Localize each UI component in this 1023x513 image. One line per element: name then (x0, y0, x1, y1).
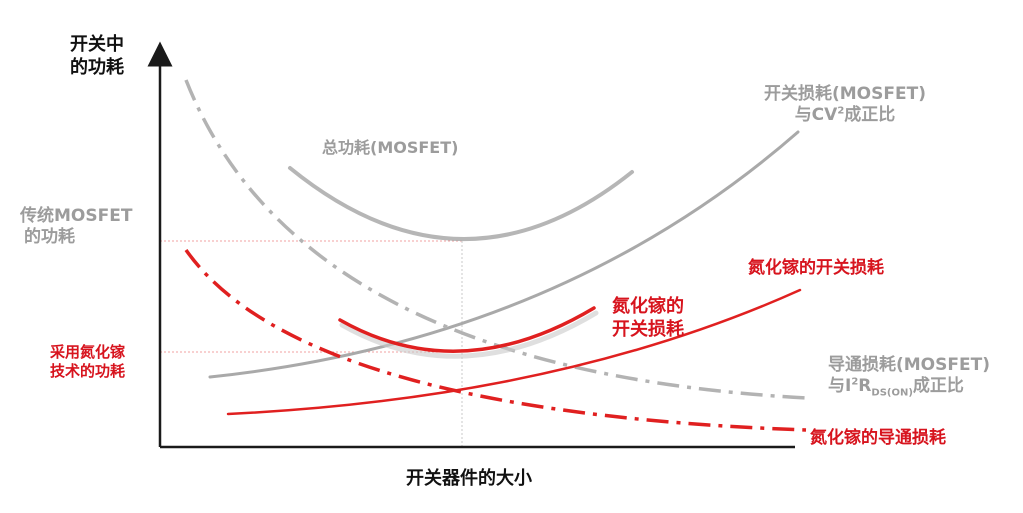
conduction-loss-mosfet-curve (184, 79, 807, 400)
conduction-loss-mosfet-label: 导通损耗(MOSFET) 与I2RDS(ON)成正比 (828, 355, 990, 400)
traditional-mosfet-power-label: 传统MOSFET 的功耗 (20, 206, 132, 249)
gan-tech-power-label: 采用氮化镓 技术的功耗 (50, 343, 125, 381)
x-axis-label: 开关器件的大小 (406, 468, 532, 489)
y-axis-label-line2: 的功耗 (70, 56, 124, 78)
gan-total-label-line1: 氮化镓的 (612, 296, 684, 317)
gan-tech-label-line2: 技术的功耗 (50, 361, 126, 380)
gan-switching-loss-curve (226, 288, 802, 416)
gan-conduction-loss-curve (184, 248, 807, 432)
gan-total-loss-curve (338, 306, 596, 353)
switching-loss-mosfet-label: 开关损耗(MOSFET) 与CV2成正比 (764, 84, 926, 127)
switching-mosfet-label-line2: 与CV2成正比 (794, 105, 896, 126)
y-axis-label-line1: 开关中 (70, 34, 124, 55)
total-loss-mosfet-curve (288, 166, 634, 241)
gan-tech-label-line1: 采用氮化镓 (50, 343, 126, 361)
traditional-label-line1: 传统MOSFET (20, 206, 133, 226)
gan-total-loss-label: 氮化镓的 开关损耗 (612, 296, 684, 341)
gan-total-loss-shadow (339, 310, 599, 359)
y-axis-label: 开关中 的功耗 (70, 34, 124, 79)
gan-total-label-line2: 开关损耗 (612, 318, 684, 340)
gan-conduction-loss-label: 氮化镓的导通损耗 (810, 428, 946, 448)
switching-mosfet-label-line1: 开关损耗(MOSFET) (764, 84, 926, 104)
total-loss-mosfet-label: 总功耗(MOSFET) (322, 138, 459, 157)
traditional-label-line2: 的功耗 (24, 227, 75, 248)
switching-loss-mosfet-curve (208, 130, 800, 379)
conduction-mosfet-label-line1: 导通损耗(MOSFET) (828, 355, 990, 375)
conduction-mosfet-label-line2: 与I2RDS(ON)成正比 (828, 376, 964, 399)
gan-switching-loss-label: 氮化镓的开关损耗 (748, 258, 884, 278)
